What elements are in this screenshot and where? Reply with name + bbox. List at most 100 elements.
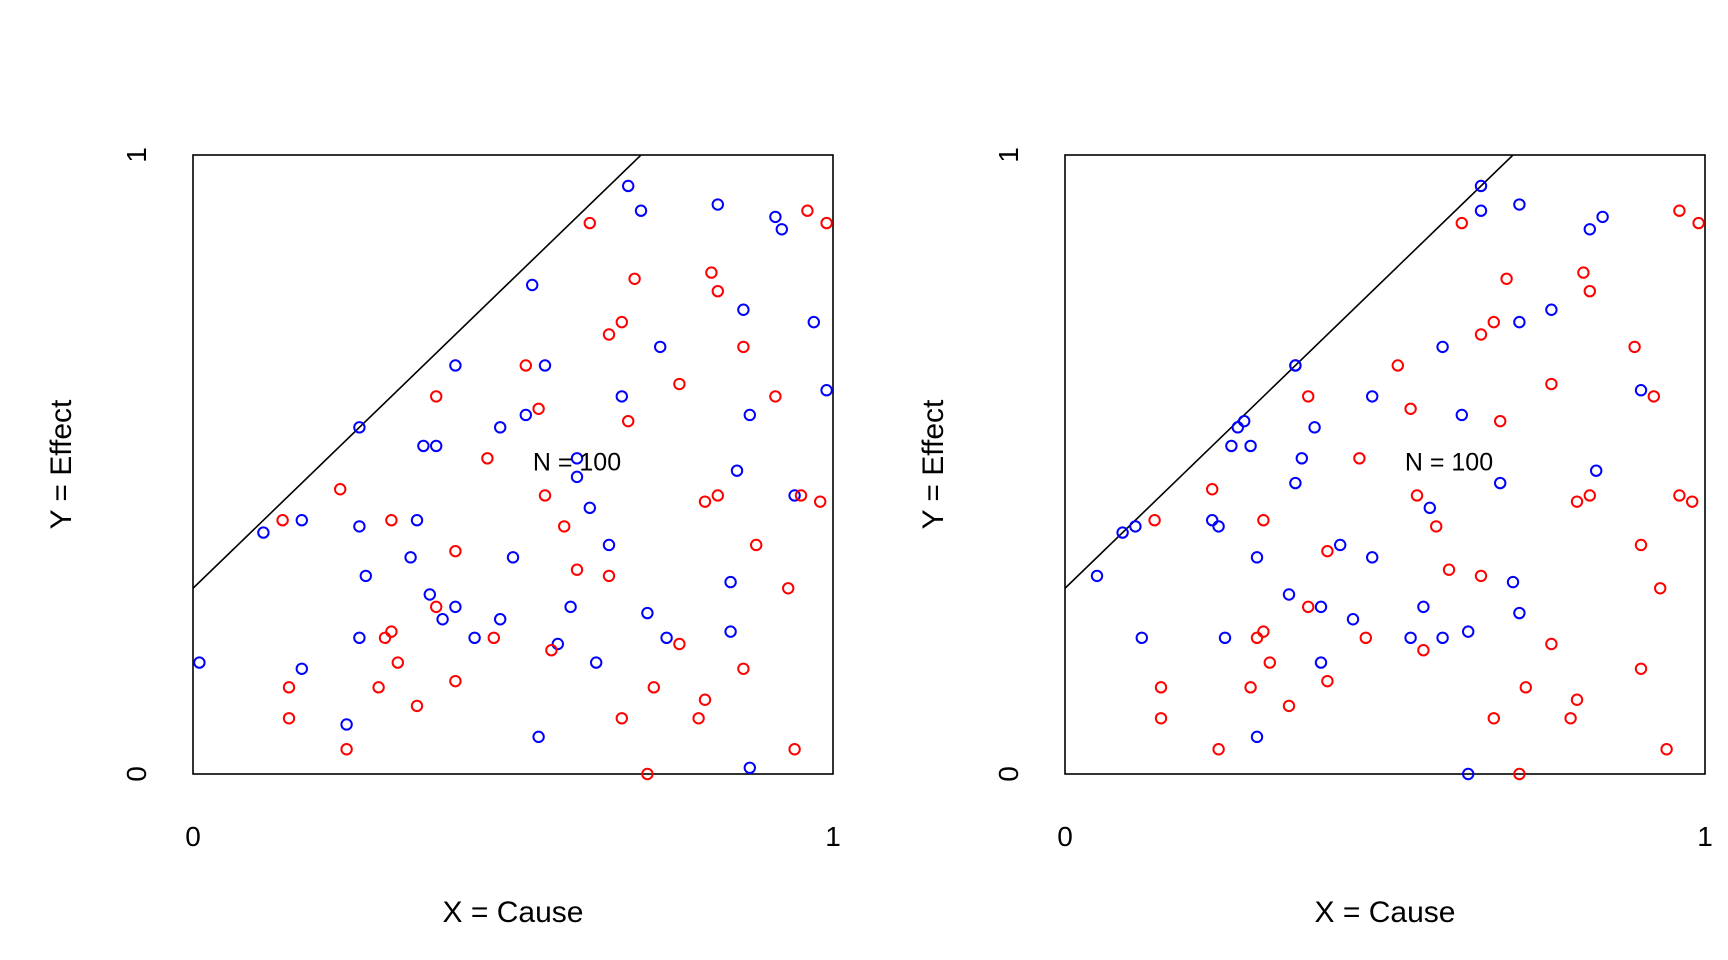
data-point-blue [1218,631,1232,645]
data-point-red [602,569,616,583]
data-point-blue [564,600,577,614]
data-point-blue [1135,631,1149,645]
data-point-red [391,656,404,669]
data-point-blue [1455,408,1469,422]
data-point-red [519,359,532,372]
data-point-red [1442,563,1456,576]
data-point-red [1417,644,1430,657]
data-point-blue [1417,600,1430,614]
x-tick-label: 1 [1697,821,1713,852]
data-point-blue [538,359,552,372]
data-point-red [673,377,686,391]
data-point-red [583,216,596,230]
data-point-blue [660,631,673,645]
data-point-blue [1545,303,1558,316]
data-point-blue [1244,439,1257,453]
data-point-red [487,631,500,645]
data-point-red [1647,390,1661,403]
data-point-red [1577,266,1590,279]
data-point-red [282,681,296,694]
data-point-blue [1314,656,1328,669]
data-point-blue [1436,340,1449,354]
data-point-red [711,489,724,502]
data-point-red [1583,489,1597,502]
data-point-blue [1116,526,1129,539]
data-point-red [692,712,705,725]
data-point-blue [1231,421,1245,434]
data-point-red [1686,495,1699,508]
data-point-red [430,390,443,403]
data-point-blue [820,384,833,397]
data-point-red [430,600,443,614]
panel-1: 0 1 0 1 X = Cause Y = Effect N = 100 [45,147,841,929]
data-point-blue [1206,514,1219,527]
y-axis-label: Y = Effect [917,399,950,529]
data-point-blue [436,613,449,626]
data-point-red [1206,483,1219,496]
data-point-blue [1436,631,1449,645]
data-point-blue [570,452,584,465]
data-point-red [1634,538,1648,552]
x-tick-label: 1 [825,821,841,852]
data-point-red [1673,204,1686,217]
data-point-red [1302,390,1315,403]
data-point-red [1564,712,1577,725]
data-point-red [801,204,814,217]
data-point-red [705,266,718,279]
data-point-red [794,489,808,502]
data-point-red [545,644,558,657]
data-point-blue [1295,452,1309,465]
data-point-red [628,272,641,285]
data-point-blue [423,588,436,601]
data-point-red [1148,514,1161,527]
data-point-blue [353,421,366,434]
data-point-blue [519,408,532,422]
data-point-red [385,514,398,527]
data-point-red [737,662,750,675]
data-point-blue [1513,198,1526,211]
data-point-red [538,489,552,502]
data-point-blue [417,439,430,453]
data-point-blue [353,520,366,533]
sample-size-annotation: N = 100 [533,449,621,477]
data-point-blue [532,730,545,744]
data-point-blue [724,625,737,638]
boundary-line [1065,155,1514,589]
data-point-red [698,693,712,706]
data-point-blue [359,569,372,583]
data-point-red [1404,402,1417,415]
data-point-blue [494,421,507,434]
data-point-blue [730,464,744,477]
data-point-blue [1596,210,1609,224]
data-point-red [1570,693,1584,706]
data-point-blue [807,315,820,329]
data-point-blue [1090,569,1104,583]
data-point-red [1692,216,1705,230]
data-point-blue [410,514,424,527]
data-point-blue [1238,414,1251,428]
data-point-red [1494,414,1507,428]
plot-frame [192,154,834,775]
data-point-red [1583,284,1597,298]
data-point-blue [468,631,481,645]
data-point-blue [654,340,667,354]
data-point-red [340,743,353,756]
data-point-blue [769,210,782,224]
data-point-blue [1129,520,1142,533]
data-point-red [602,328,616,341]
data-point-blue [583,501,596,515]
data-point-red [1410,489,1424,502]
data-point-red [1455,216,1469,230]
data-point-red [481,452,494,465]
data-point-blue [1513,606,1526,620]
data-point-blue [193,656,206,669]
data-point-red [1321,674,1334,688]
data-point-blue [494,613,507,626]
data-point-blue [590,656,603,669]
data-point-blue [1583,223,1597,236]
data-point-red [1500,272,1513,285]
data-point-red [615,315,628,329]
data-point-red [1282,699,1296,713]
data-point-red [1154,681,1168,694]
data-point-blue [526,278,539,292]
